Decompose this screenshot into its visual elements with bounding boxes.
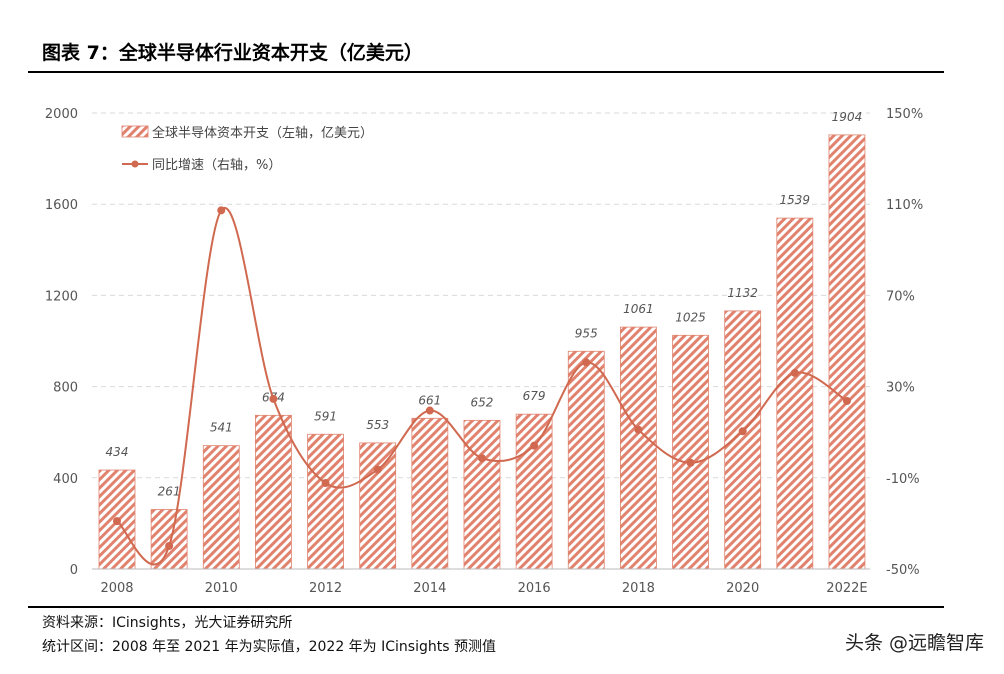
legend: 全球半导体资本开支（左轴，亿美元） 同比增速（右轴，%）	[121, 125, 373, 173]
growth-point-2017	[582, 358, 591, 367]
x-tick-label: 2012	[309, 581, 342, 596]
source-note: 资料来源：ICinsights，光大证券研究所	[42, 615, 293, 631]
right-tick-label: 30%	[886, 381, 915, 396]
bar-2018	[620, 326, 657, 570]
period-note: 统计区间：2008 年至 2021 年为实际值，2022 年为 ICinsigh…	[42, 639, 496, 655]
x-tick-label: 2020	[726, 581, 759, 596]
title-divider	[28, 71, 944, 73]
growth-point-2022E	[842, 396, 851, 405]
left-tick-label: 800	[53, 381, 78, 396]
bar-data-label: 652	[471, 395, 494, 409]
growth-point-2012	[321, 479, 330, 488]
left-tick-label: 0	[70, 563, 78, 578]
x-tick-label: 2010	[205, 581, 238, 596]
x-tick-label: 2016	[518, 581, 551, 596]
bar-data-label: 661	[418, 393, 441, 407]
bar-data-label: 955	[575, 326, 598, 340]
right-tick-label: 70%	[886, 289, 915, 304]
bar-2014	[411, 417, 449, 570]
left-tick-label: 1200	[45, 289, 78, 304]
right-tick-label: -10%	[886, 472, 920, 487]
growth-point-2015	[477, 454, 486, 463]
x-tick-label: 2014	[413, 581, 446, 596]
bar-data-label: 1132	[727, 286, 758, 300]
bar-2017	[567, 350, 605, 570]
left-tick-label: 2000	[45, 107, 78, 122]
legend-bar-swatch	[121, 125, 149, 138]
bar-2013	[359, 442, 397, 570]
growth-point-2008	[113, 517, 121, 526]
growth-point-2016	[530, 441, 539, 450]
bar-data-label: 591	[314, 409, 337, 423]
growth-point-2020	[738, 427, 747, 436]
bar-data-label: 679	[523, 389, 546, 403]
bar-data-label: 553	[366, 418, 389, 432]
growth-point-2014	[425, 406, 434, 415]
bar-2021	[776, 217, 814, 570]
bar-2015	[463, 419, 501, 570]
growth-point-2009	[165, 541, 174, 550]
left-tick-label: 1600	[45, 198, 78, 213]
chart-title: 图表 7：全球半导体行业资本开支（亿美元）	[42, 42, 423, 64]
bar-2016	[515, 413, 553, 570]
bar-data-label: 1539	[780, 193, 811, 207]
legend-line-label: 同比增速（右轴，%）	[152, 158, 281, 173]
left-tick-label: 400	[53, 472, 78, 487]
bar-2011	[255, 414, 292, 570]
x-tick-label: 2022E	[826, 581, 867, 596]
growth-point-2021	[790, 368, 799, 377]
growth-point-2011	[269, 394, 278, 403]
growth-point-2010	[217, 206, 226, 215]
growth-point-2013	[373, 465, 382, 474]
right-tick-label: 110%	[886, 198, 923, 213]
growth-line	[116, 206, 848, 566]
bar-data-label: 1904	[832, 110, 863, 124]
bar-2019	[672, 334, 709, 570]
legend-line-marker	[131, 160, 139, 168]
legend-bar-label: 全球半导体资本开支（左轴，亿美元）	[152, 125, 373, 141]
bar-2009	[150, 509, 188, 570]
growth-point-2019	[686, 458, 695, 467]
bar-2020	[724, 310, 762, 570]
right-tick-label: 150%	[886, 107, 923, 122]
watermark: 头条 @远瞻智库	[844, 632, 984, 654]
bar-2012	[307, 433, 344, 570]
bar-data-label: 1025	[675, 310, 706, 324]
bar-2010	[202, 445, 240, 570]
bar-2022E	[828, 134, 866, 570]
right-tick-label: -50%	[886, 563, 920, 578]
bar-data-label: 1061	[623, 302, 654, 316]
bar-data-label: 434	[106, 445, 129, 459]
x-tick-label: 2018	[622, 581, 655, 596]
bar-data-label: 541	[210, 421, 233, 435]
growth-point-2018	[634, 425, 643, 434]
footer-divider	[28, 606, 944, 608]
x-tick-label: 2008	[100, 581, 133, 596]
bar-data-label: 261	[158, 484, 181, 498]
